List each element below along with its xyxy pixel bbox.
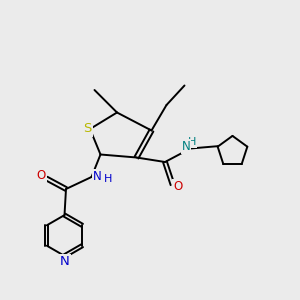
Text: H: H (188, 137, 196, 147)
Text: N: N (60, 255, 70, 268)
Text: N: N (92, 170, 101, 183)
Text: S: S (83, 122, 92, 136)
Text: N: N (182, 140, 190, 153)
Text: O: O (173, 179, 182, 193)
Text: O: O (37, 169, 46, 182)
Text: H: H (104, 173, 112, 184)
